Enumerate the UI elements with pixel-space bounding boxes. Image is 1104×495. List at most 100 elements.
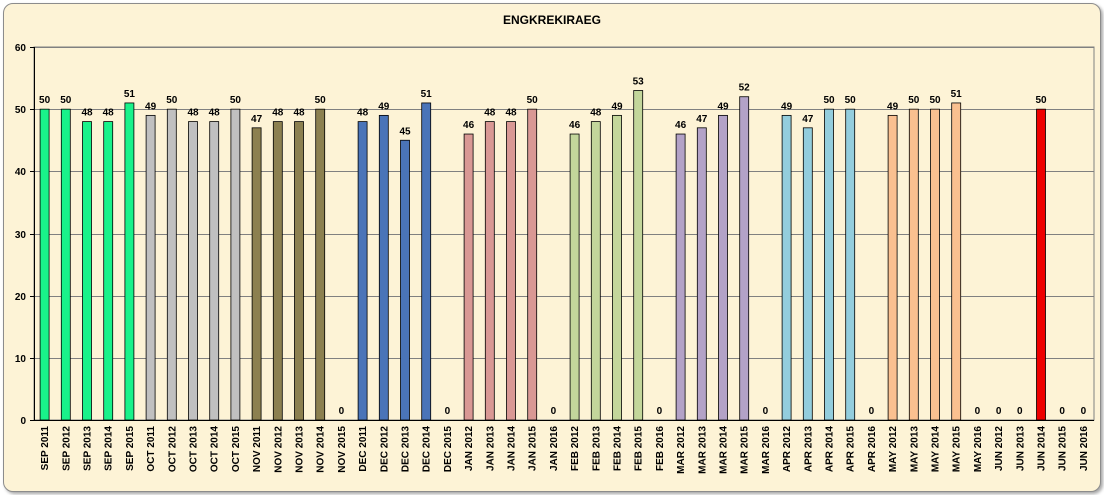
x-tick-label: MAR 2016 xyxy=(761,426,772,474)
x-tick-label: JUN 2015 xyxy=(1058,426,1069,471)
bar xyxy=(527,108,538,421)
data-label: 50 xyxy=(230,95,242,106)
bar xyxy=(930,108,940,421)
data-label: 0 xyxy=(339,406,345,417)
bar xyxy=(802,127,813,421)
y-tick-label: 20 xyxy=(15,292,27,303)
bar xyxy=(421,102,432,421)
bar xyxy=(294,121,304,421)
x-tick-label: JUN 2012 xyxy=(994,426,1005,471)
y-tick-label: 50 xyxy=(15,105,27,116)
x-tick-label: SEP 2011 xyxy=(40,426,51,471)
x-tick-label: FEB 2012 xyxy=(570,426,581,471)
data-label: 47 xyxy=(802,114,814,125)
bar xyxy=(781,114,792,421)
bar xyxy=(696,127,707,421)
data-label: 45 xyxy=(399,126,411,137)
x-tick-label: OCT 2012 xyxy=(167,426,178,473)
y-tick-label: 0 xyxy=(20,416,26,427)
x-tick-label: MAR 2013 xyxy=(697,426,708,474)
bar xyxy=(590,121,601,421)
bar xyxy=(209,121,220,421)
data-label: 50 xyxy=(823,95,835,106)
x-tick-label: DEC 2012 xyxy=(379,426,390,473)
x-tick-label: MAR 2014 xyxy=(719,426,730,474)
data-label: 47 xyxy=(696,114,708,125)
x-tick-label: JUN 2016 xyxy=(1079,426,1090,471)
bar xyxy=(82,121,92,421)
data-label: 51 xyxy=(421,89,433,100)
data-label: 48 xyxy=(187,108,199,119)
chart-title: ENGKREKIRAEG xyxy=(503,13,601,27)
x-tick-label: OCT 2014 xyxy=(210,426,221,473)
bar xyxy=(675,133,686,421)
data-label: 48 xyxy=(505,108,517,119)
bar xyxy=(484,121,495,421)
bars xyxy=(39,90,1046,421)
x-tick-label: DEC 2014 xyxy=(422,426,433,473)
x-tick-label: OCT 2011 xyxy=(146,426,157,472)
bar xyxy=(506,121,516,421)
x-tick-label: SEP 2014 xyxy=(104,426,115,471)
data-label: 50 xyxy=(527,95,539,106)
bar xyxy=(845,108,856,421)
bar xyxy=(272,121,283,421)
data-label: 50 xyxy=(39,95,51,106)
x-tick-label: OCT 2015 xyxy=(231,426,242,473)
bar xyxy=(569,133,580,421)
data-label: 48 xyxy=(293,108,305,119)
bar xyxy=(1036,108,1046,421)
bar xyxy=(718,114,728,421)
x-tick-label: APR 2016 xyxy=(867,426,878,473)
bar xyxy=(145,114,156,421)
x-tick-label: JAN 2013 xyxy=(485,426,496,471)
data-label: 46 xyxy=(463,120,475,131)
x-tick-label: MAR 2012 xyxy=(676,426,687,474)
x-tick-label: DEC 2011 xyxy=(358,426,369,472)
data-labels: 50 50 48 48 51 49 50 48 48 50 47 48 48 50 0 48 49 45 51 0 46… xyxy=(39,77,1087,417)
data-label: 52 xyxy=(739,83,751,94)
x-tick-label: JUN 2013 xyxy=(1015,426,1026,471)
bar xyxy=(908,108,919,421)
x-tick-label: MAY 2015 xyxy=(952,426,963,473)
data-label: 0 xyxy=(975,406,981,417)
x-tick-label: NOV 2015 xyxy=(337,426,348,473)
data-label: 46 xyxy=(675,120,687,131)
data-label: 50 xyxy=(166,95,178,106)
x-tick-label: JAN 2012 xyxy=(464,426,475,471)
x-tick-label: MAY 2012 xyxy=(888,426,899,473)
data-label: 0 xyxy=(1059,406,1065,417)
bar xyxy=(315,108,326,421)
x-tick-label: APR 2015 xyxy=(846,426,857,473)
x-tick-label: JUN 2014 xyxy=(1037,426,1048,471)
y-tick-label: 60 xyxy=(15,43,27,54)
data-label: 48 xyxy=(484,108,496,119)
data-label: 0 xyxy=(869,406,875,417)
data-label: 47 xyxy=(251,114,263,125)
data-label: 0 xyxy=(763,406,769,417)
bar xyxy=(103,121,114,421)
bar xyxy=(463,133,474,421)
data-label: 50 xyxy=(315,95,327,106)
y-tick-label: 40 xyxy=(15,167,27,178)
x-axis: SEP 2011 SEP 2012 SEP 2013 SEP 2014 SEP 2015… xyxy=(40,426,1090,474)
x-tick-label: JAN 2016 xyxy=(549,426,560,471)
data-label: 0 xyxy=(1081,406,1087,417)
data-label: 48 xyxy=(81,108,93,119)
data-label: 50 xyxy=(929,95,941,106)
data-label: 50 xyxy=(60,95,72,106)
data-label: 49 xyxy=(378,101,390,112)
x-tick-label: JAN 2014 xyxy=(507,426,518,471)
bar xyxy=(739,96,750,421)
data-label: 49 xyxy=(145,101,157,112)
data-label: 0 xyxy=(445,406,451,417)
x-tick-label: FEB 2014 xyxy=(613,426,624,471)
x-tick-label: NOV 2011 xyxy=(252,426,263,473)
bar xyxy=(400,139,410,421)
data-label: 0 xyxy=(551,406,557,417)
data-label: 49 xyxy=(781,101,793,112)
x-tick-label: JAN 2015 xyxy=(528,426,539,471)
x-tick-label: MAY 2014 xyxy=(931,426,942,473)
x-tick-label: MAR 2015 xyxy=(740,426,751,474)
x-tick-label: OCT 2013 xyxy=(189,426,200,473)
